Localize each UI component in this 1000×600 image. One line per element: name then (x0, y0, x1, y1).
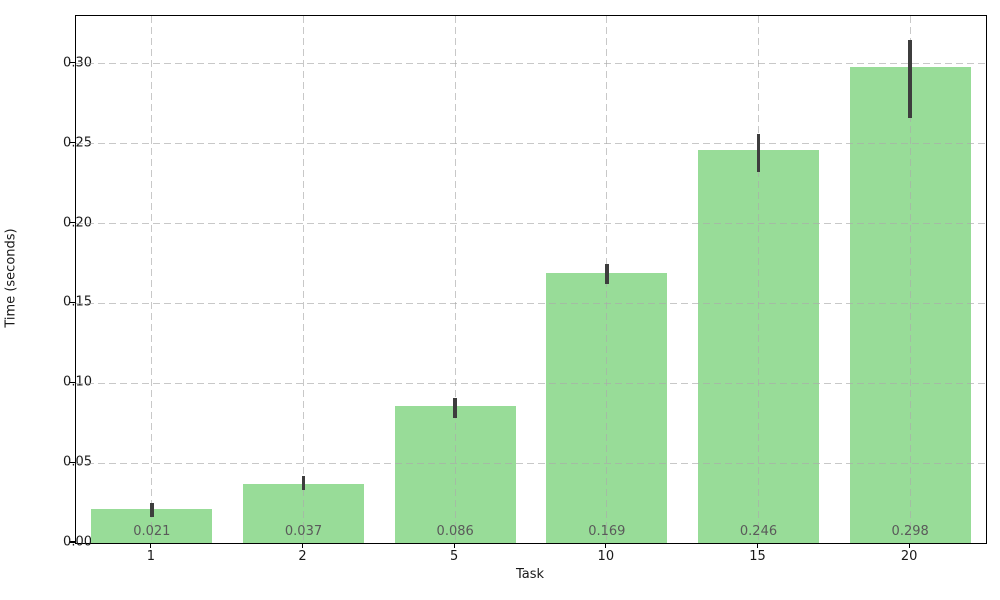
gridline-horizontal (76, 382, 986, 384)
bar-value-label: 0.037 (284, 524, 323, 539)
x-tick-mark (150, 543, 152, 548)
error-bar (301, 475, 306, 491)
bar-value-label: 0.246 (739, 524, 778, 539)
error-bar (908, 39, 912, 119)
x-axis-label: Task (515, 567, 545, 582)
gridline-horizontal (76, 63, 986, 65)
bar-value-label: 0.298 (891, 524, 929, 539)
y-tick-mark (70, 222, 75, 224)
bar-value-label: 0.086 (436, 524, 474, 539)
y-tick-label: 0.10 (63, 374, 92, 390)
x-tick-mark (908, 543, 910, 548)
gridline-vertical (454, 16, 456, 543)
gridline-horizontal (76, 143, 986, 145)
x-tick-label: 20 (900, 549, 918, 564)
y-tick-label: 0.25 (63, 135, 92, 151)
gridline-horizontal (76, 223, 986, 225)
y-tick-mark (70, 142, 75, 144)
error-bar (453, 397, 457, 419)
bar-value-label: 0.169 (588, 524, 626, 539)
y-tick-mark (70, 62, 75, 64)
x-tick-mark (756, 543, 759, 548)
bar-value-labels-layer: 0.021 0.037 0.086 0.169 0.246 0.298 (76, 16, 986, 543)
x-tick-mark (453, 543, 455, 548)
gridline-vertical (302, 16, 305, 543)
error-bars-layer (76, 16, 986, 543)
gridline-horizontal (76, 462, 986, 464)
y-tick-mark (70, 381, 75, 383)
y-axis-label: Time (seconds) (3, 228, 19, 328)
gridline-vertical (909, 16, 911, 543)
bar-value-label: 0.021 (133, 524, 171, 539)
error-bar (756, 134, 761, 173)
x-tick-mark (605, 543, 607, 548)
y-tick-label: 0.15 (63, 294, 92, 310)
error-bar (605, 263, 609, 285)
x-tick-mark (301, 543, 304, 548)
x-tick-label: 15 (749, 549, 766, 564)
x-tick-label: 10 (597, 549, 615, 564)
y-tick-mark (70, 461, 75, 463)
gridline-horizontal (76, 302, 986, 305)
y-tick-mark (70, 301, 75, 304)
x-tick-label: 1 (146, 549, 155, 564)
y-tick-label: 0.30 (63, 55, 92, 71)
x-tick-label: 5 (450, 549, 459, 564)
y-tick-mark (70, 541, 75, 543)
gridline-vertical (151, 16, 153, 543)
x-tick-label: 2 (298, 549, 307, 564)
y-tick-label: 0.20 (63, 215, 92, 231)
y-tick-label: 0.00 (63, 534, 92, 550)
plot-area: 0.021 0.037 0.086 0.169 0.246 0.298 (75, 15, 987, 544)
gridline-vertical (757, 16, 760, 543)
y-tick-label: 0.05 (63, 454, 92, 470)
error-bar (150, 503, 154, 518)
